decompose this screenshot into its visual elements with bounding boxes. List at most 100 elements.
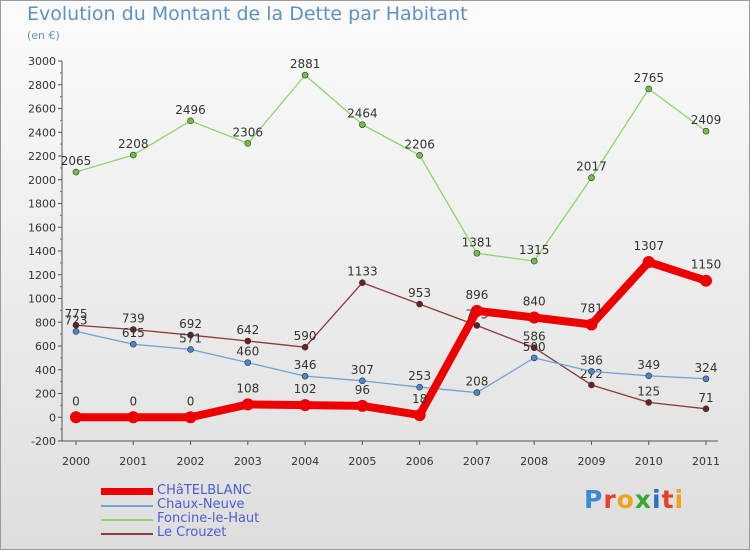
data-label: 18 [412,392,427,406]
logo-letter: i [674,485,685,514]
data-label: 1307 [633,239,664,253]
data-label: 324 [695,361,718,375]
data-label: 2496 [175,103,206,117]
legend-label: Le Crouzet [157,525,227,540]
series-line [72,258,710,422]
data-label: 2208 [118,137,149,151]
data-point [642,256,655,269]
data-point [244,337,252,345]
y-tick-label: 1800 [28,198,56,211]
y-tick-label: 600 [35,340,56,353]
y-tick-label: 2400 [28,126,56,139]
data-point [588,174,595,182]
data-label: 125 [637,384,660,398]
legend-item-chatelblanc: CHâTELBLANC [101,483,361,498]
data-point [416,300,423,308]
data-label: 2464 [347,107,378,121]
y-tick-label: 2800 [28,79,56,92]
proxiti-logo: Proxiti [584,485,684,514]
series-line [75,74,707,262]
data-label: 1133 [347,265,378,279]
data-label: 349 [637,358,660,372]
y-tick-label: 800 [35,316,56,329]
data-point [473,389,481,396]
legend-swatch [101,519,153,521]
data-point [129,151,137,159]
data-point [187,331,194,339]
data-point [645,399,653,406]
data-label: 2765 [633,71,664,85]
data-label: 1315 [519,243,550,257]
data-label: 500 [523,340,546,354]
data-point [702,405,710,413]
data-label: 2881 [290,57,321,71]
x-tick-label: 2008 [520,455,548,468]
data-point [301,343,309,351]
data-label: 208 [465,375,488,389]
logo-letter: P [584,485,604,514]
data-point [301,71,309,79]
x-tick-label: 2002 [177,455,205,468]
data-point [473,249,481,257]
data-point [129,340,137,348]
data-label: 2306 [233,125,264,139]
data-point [588,368,595,375]
data-point [72,328,80,335]
data-point [530,257,538,265]
logo-letter: r [603,485,617,514]
y-tick-label: 2000 [28,174,56,187]
data-point [413,409,426,422]
data-label: 307 [351,363,374,377]
y-tick-label: 1000 [28,293,56,306]
data-point [530,354,538,362]
data-label: 253 [408,369,431,383]
y-tick-label: -200 [31,435,56,448]
x-tick-label: 2011 [692,455,720,468]
data-label: 692 [179,317,202,331]
data-label: 1150 [691,258,722,272]
data-point [585,318,598,331]
data-label: 108 [236,381,259,395]
data-point [244,359,252,366]
data-label: 71 [698,391,713,405]
data-point [184,411,197,424]
x-tick-label: 2005 [348,455,376,468]
y-tick-label: 1600 [28,221,56,234]
data-label: 0 [187,394,195,408]
data-point [700,274,712,287]
data-point [127,411,140,424]
data-point [187,117,194,125]
series-line [75,282,707,410]
data-label: 775 [65,307,88,321]
data-label: 0 [72,394,80,408]
x-tick-label: 2000 [62,455,90,468]
data-label: 615 [122,326,145,340]
legend-swatch [101,488,153,495]
data-label: 0 [129,394,137,408]
data-label: 2065 [61,154,92,168]
x-tick-label: 2007 [463,455,491,468]
data-point [301,372,309,380]
data-label: 840 [523,295,546,309]
data-label: 739 [122,311,145,325]
logo-letter: t [661,485,675,514]
data-label: 781 [580,302,603,316]
x-tick-label: 2004 [291,455,319,468]
data-label: 590 [294,329,317,343]
data-point [241,398,254,411]
legend-swatch [101,505,153,507]
data-label: 571 [179,331,202,345]
data-point [645,372,653,380]
y-tick-label: 400 [35,364,56,377]
legend: CHâTELBLANC Chaux-Neuve Foncine-le-Haut … [101,483,361,540]
logo-letter: o [616,485,635,514]
y-tick-label: 0 [49,411,56,424]
data-point [359,121,366,128]
y-tick-label: 2600 [28,103,56,116]
data-label: 642 [236,323,259,337]
data-point [588,381,595,389]
logo-letter: x [634,485,652,514]
x-tick-label: 2010 [635,455,663,468]
y-tick-label: 2200 [28,150,56,163]
